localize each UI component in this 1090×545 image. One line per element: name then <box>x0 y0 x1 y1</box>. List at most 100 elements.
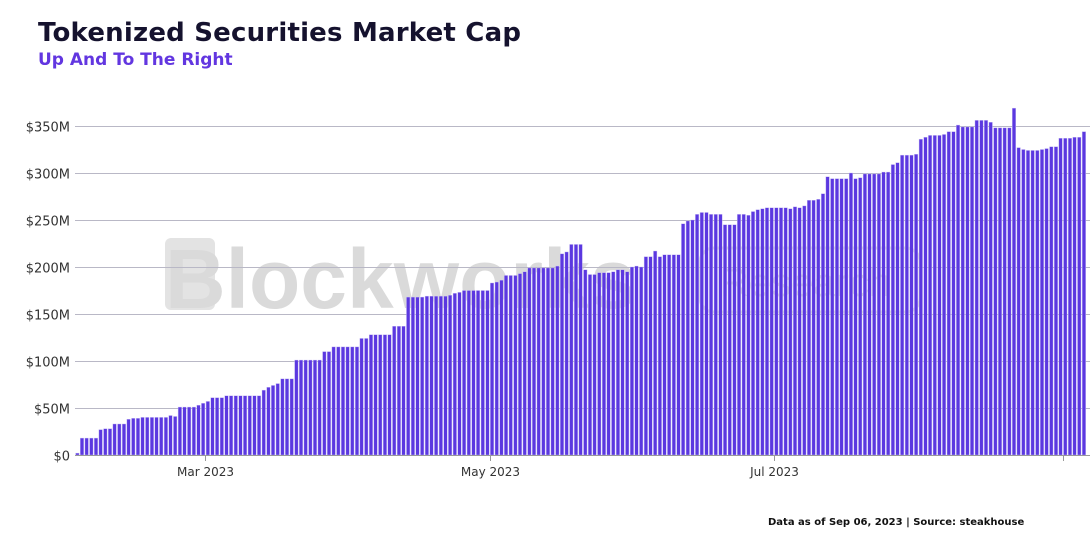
bar <box>695 214 700 456</box>
bar <box>858 177 863 456</box>
bar <box>355 346 359 456</box>
bar <box>103 428 108 456</box>
bar <box>1007 127 1012 456</box>
bar <box>867 173 872 456</box>
bar <box>177 406 182 456</box>
bar <box>457 292 462 456</box>
bar <box>294 359 299 456</box>
bar <box>173 416 178 456</box>
bar <box>825 176 830 456</box>
bar <box>681 223 686 456</box>
bar <box>760 208 765 456</box>
bar <box>848 172 853 456</box>
bar <box>779 207 783 456</box>
watermark-logo-icon <box>165 238 215 310</box>
bar <box>998 127 1002 456</box>
bar <box>410 296 415 456</box>
bar <box>205 401 210 456</box>
bar <box>732 224 737 456</box>
bar <box>965 126 970 456</box>
bar <box>1077 137 1082 456</box>
bar <box>285 378 289 456</box>
bar <box>84 437 89 456</box>
bar <box>597 272 602 456</box>
bar <box>299 359 303 456</box>
bar <box>727 224 732 456</box>
y-axis: $0 $50M $100M $150M $200M $250M $300M $350M <box>26 121 70 465</box>
bar <box>802 205 807 456</box>
bar <box>327 351 331 456</box>
bar <box>932 135 937 456</box>
bar <box>406 296 411 456</box>
bar <box>364 338 369 456</box>
bar <box>620 269 625 456</box>
bar <box>895 162 900 456</box>
bar <box>504 275 509 456</box>
bar <box>741 214 746 456</box>
bar <box>252 395 257 456</box>
bar <box>909 154 914 456</box>
bar <box>988 122 993 456</box>
x-axis: Mar 2023 May 2023 Jul 2023 <box>177 456 1064 479</box>
bar <box>769 207 774 456</box>
bar <box>956 124 961 456</box>
bar <box>974 120 979 456</box>
bar <box>448 295 453 456</box>
bar <box>788 208 793 456</box>
bar <box>522 271 527 456</box>
bar <box>224 395 229 456</box>
bar <box>219 397 224 456</box>
bar <box>872 173 877 456</box>
y-tick-label: $150M <box>26 309 70 324</box>
bar <box>862 173 867 456</box>
y-tick-label: $200M <box>26 262 70 277</box>
bar <box>853 178 858 456</box>
bar <box>466 290 471 456</box>
bar <box>783 207 788 456</box>
bar <box>121 423 126 456</box>
bar <box>811 200 816 456</box>
bar <box>485 290 490 456</box>
bar <box>774 207 779 456</box>
bar <box>271 385 276 456</box>
bar <box>881 171 886 456</box>
bar <box>914 153 919 456</box>
bar <box>508 275 513 456</box>
bar <box>904 154 909 456</box>
chart-title: Tokenized Securities Market Cap <box>38 18 522 48</box>
bar <box>438 295 443 456</box>
bar <box>709 214 714 456</box>
bar <box>359 338 364 456</box>
bar <box>373 334 378 456</box>
bar <box>490 282 495 456</box>
bar <box>816 199 821 456</box>
bar <box>643 256 648 456</box>
bar <box>429 295 434 456</box>
bar <box>149 417 154 456</box>
bar <box>350 346 355 456</box>
bar <box>970 126 975 456</box>
bar <box>876 173 881 456</box>
bar <box>555 265 560 456</box>
bar <box>527 267 532 456</box>
bar <box>275 383 280 456</box>
bar <box>746 215 751 456</box>
chart-subtitle: Up And To The Right <box>38 50 233 70</box>
bar <box>797 207 802 456</box>
bar <box>625 271 630 456</box>
bar <box>233 395 238 456</box>
y-tick-label: $300M <box>26 168 70 183</box>
bar <box>1081 131 1086 456</box>
y-tick-label: $50M <box>34 403 70 418</box>
bar <box>187 406 192 456</box>
bar <box>718 214 723 456</box>
bar <box>341 346 345 456</box>
bar <box>1016 147 1021 456</box>
bar <box>159 417 164 456</box>
bar <box>303 359 308 456</box>
bar <box>1049 146 1054 456</box>
bar <box>923 137 928 456</box>
bar <box>667 254 672 456</box>
bar <box>443 295 448 456</box>
